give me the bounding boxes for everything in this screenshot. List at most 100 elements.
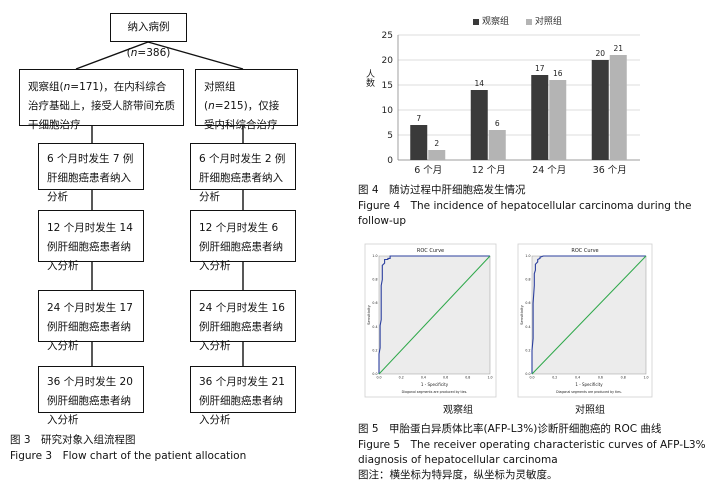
bar-xtick-label: 24 个月 bbox=[532, 165, 566, 176]
fig4-caption-en-line1: Figure 4 The incidence of hepatocellular… bbox=[358, 200, 692, 212]
roc-xtick-control: 0.4 bbox=[575, 376, 580, 380]
bar-ytick-label: 10 bbox=[382, 106, 394, 116]
bar-control bbox=[488, 130, 506, 160]
flow-control-6m-text: 6 个月时发生 2 例肝细胞癌患者纳入分析 bbox=[199, 153, 286, 203]
flow-box-observation-36m: 36 个月时发生 20 例肝细胞癌患者纳入分析 bbox=[38, 366, 144, 426]
roc-ytick-observation: 0.4 bbox=[372, 325, 377, 329]
fig4-caption-en-line2: follow-up bbox=[358, 215, 407, 227]
roc-ytick-observation: 1.0 bbox=[372, 254, 377, 258]
roc-ytick-observation: 0.2 bbox=[372, 348, 377, 352]
bar-observation bbox=[470, 90, 488, 160]
bar-control bbox=[609, 55, 627, 160]
bar-observation bbox=[410, 125, 428, 160]
flow-control-text: =215)，仅接受内科综合治疗 bbox=[204, 100, 280, 131]
bar-data-label: 20 bbox=[595, 49, 605, 58]
bar-data-label: 17 bbox=[535, 64, 545, 73]
flow-observation-n: n bbox=[63, 81, 71, 93]
bar-ytick-label: 20 bbox=[382, 56, 394, 66]
legend-label-control: 对照组 bbox=[534, 17, 562, 27]
flow-box-observation-24m: 24 个月时发生 17 例肝细胞癌患者纳入分析 bbox=[38, 290, 144, 352]
roc-ytick-observation: 0.0 bbox=[372, 372, 377, 376]
bar-data-label: 16 bbox=[553, 69, 563, 78]
bar-xtick-label: 12 个月 bbox=[472, 165, 506, 176]
bar-data-label: 21 bbox=[613, 44, 623, 53]
fig3-caption-en: Figure 3 Flow chart of the patient alloc… bbox=[10, 450, 247, 462]
roc-line-reference-observation bbox=[378, 255, 491, 375]
bar-observation bbox=[531, 75, 549, 160]
bar-ytick-label: 25 bbox=[382, 31, 393, 41]
roc-line-roc-observation bbox=[378, 255, 490, 374]
roc-ytick-observation: 0.6 bbox=[372, 301, 377, 305]
roc-title-control: ROC Curve bbox=[571, 248, 598, 254]
roc-line-reference-control bbox=[531, 255, 647, 375]
bar-legend: 观察组 对照组 bbox=[473, 14, 562, 27]
roc-note-observation: Diagonal segments are produced by ties. bbox=[402, 390, 468, 394]
legend-swatch-observation bbox=[473, 18, 479, 25]
bar-control bbox=[428, 150, 446, 160]
roc-xtick-observation: 0.2 bbox=[399, 376, 404, 380]
roc-xtick-control: 1.0 bbox=[643, 376, 648, 380]
fig4-caption-cn: 图 4 随访过程中肝细胞癌发生情况 bbox=[358, 184, 526, 196]
roc-ytick-control: 0.4 bbox=[525, 325, 530, 329]
flow-observation-12m-text: 12 个月时发生 14 例肝细胞癌患者纳入分析 bbox=[47, 222, 133, 272]
flow-box-enrolled: 纳入病例(n=386) bbox=[110, 13, 187, 59]
roc-xtick-observation: 0.8 bbox=[465, 376, 470, 380]
legend-item-control: 对照组 bbox=[525, 17, 562, 27]
flow-enrolled-label: 纳入病例( bbox=[126, 21, 170, 59]
flow-box-control-12m: 12 个月时发生 6 例肝细胞癌患者纳入分析 bbox=[190, 210, 296, 272]
roc-xlabel-control: 1 - Specificity bbox=[575, 382, 603, 387]
roc-xtick-control: 0.0 bbox=[529, 376, 534, 380]
roc-xtick-observation: 1.0 bbox=[487, 376, 492, 380]
roc-ylabel-control: Sensitivity bbox=[519, 304, 524, 325]
flow-control-label: 对照组( bbox=[204, 81, 236, 112]
roc-xlabel-observation: 1 - Specificity bbox=[421, 382, 449, 387]
bar-data-label: 2 bbox=[434, 139, 439, 148]
roc-line-roc-control bbox=[531, 255, 646, 374]
flow-box-control-36m: 36 个月时发生 21 例肝细胞癌患者纳入分析 bbox=[190, 366, 296, 426]
legend-label-observation: 观察组 bbox=[482, 17, 510, 27]
roc-ytick-control: 0.8 bbox=[525, 278, 530, 282]
bar-data-label: 6 bbox=[495, 119, 500, 128]
roc-xtick-control: 0.6 bbox=[598, 376, 603, 380]
flow-control-12m-text: 12 个月时发生 6 例肝细胞癌患者纳入分析 bbox=[199, 222, 283, 272]
roc-xtick-control: 0.2 bbox=[552, 376, 557, 380]
flow-box-observation-12m: 12 个月时发生 14 例肝细胞癌患者纳入分析 bbox=[38, 210, 144, 272]
bar-ytick-label: 15 bbox=[382, 81, 393, 91]
flow-observation-6m-text: 6 个月时发生 7 例肝细胞癌患者纳入分析 bbox=[47, 153, 134, 203]
flow-observation-label: 观察组( bbox=[28, 81, 64, 93]
roc-ytick-observation: 0.8 bbox=[372, 278, 377, 282]
bar-xtick-label: 36 个月 bbox=[593, 165, 627, 176]
roc-title-observation: ROC Curve bbox=[417, 248, 444, 254]
legend-item-observation: 观察组 bbox=[473, 17, 509, 27]
flow-box-control-24m: 24 个月时发生 16 例肝细胞癌患者纳入分析 bbox=[190, 290, 296, 352]
roc-xtick-observation: 0.6 bbox=[443, 376, 448, 380]
flow-enrolled-count: =386) bbox=[137, 47, 171, 59]
bar-ylabel: 人数 bbox=[364, 69, 374, 87]
roc-ytick-control: 0.2 bbox=[525, 348, 530, 352]
fig3-caption-cn: 图 3 研究对象入组流程图 bbox=[10, 434, 136, 446]
flow-box-control-6m: 6 个月时发生 2 例肝细胞癌患者纳入分析 bbox=[190, 143, 296, 203]
bar-ytick-label: 5 bbox=[387, 131, 393, 141]
flow-control-24m-text: 24 个月时发生 16 例肝细胞癌患者纳入分析 bbox=[199, 302, 285, 352]
roc-panel-label-control: 对照组 bbox=[575, 405, 605, 416]
roc-panel-label-observation: 观察组 bbox=[443, 405, 473, 416]
flow-control-36m-text: 36 个月时发生 21 例肝细胞癌患者纳入分析 bbox=[199, 376, 285, 426]
roc-ytick-control: 0.6 bbox=[525, 301, 530, 305]
flow-control-n: n bbox=[208, 100, 215, 112]
bar-observation bbox=[591, 60, 609, 160]
fig5-caption-cn: 图 5 甲胎蛋白异质体比率(AFP-L3%)诊断肝细胞癌的 ROC 曲线 bbox=[358, 423, 662, 435]
flow-enrolled-n: n bbox=[130, 47, 138, 59]
roc-ylabel-observation: Sensitivity bbox=[366, 304, 371, 325]
legend-swatch-control bbox=[525, 18, 532, 25]
bar-data-label: 7 bbox=[416, 114, 421, 123]
flow-box-control-group: 对照组(n=215)，仅接受内科综合治疗 bbox=[195, 69, 298, 131]
roc-note-control: Diagonal segments are produced by ties. bbox=[556, 390, 622, 394]
roc-ytick-control: 1.0 bbox=[525, 254, 530, 258]
flow-observation-text: =171)，在内科综合治疗基础上，接受人脐带间充质干细胞治疗 bbox=[28, 81, 175, 131]
bar-data-label: 14 bbox=[474, 79, 484, 88]
roc-xtick-observation: 0.4 bbox=[421, 376, 426, 380]
flow-box-observation-6m: 6 个月时发生 7 例肝细胞癌患者纳入分析 bbox=[38, 143, 144, 203]
